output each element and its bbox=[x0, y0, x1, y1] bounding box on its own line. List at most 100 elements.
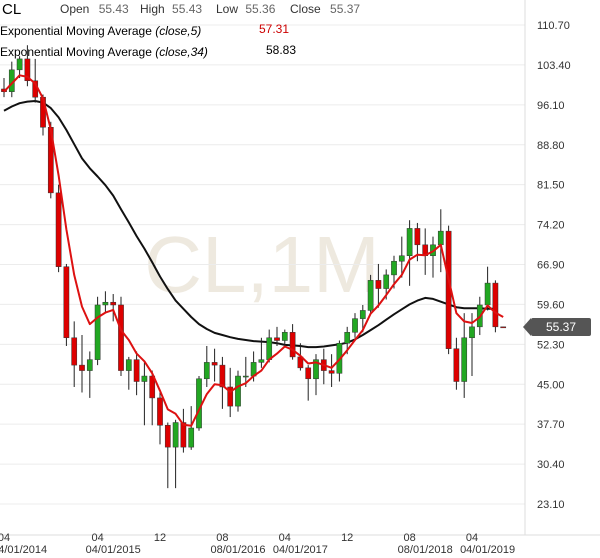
candle-body bbox=[289, 332, 296, 358]
candle-body bbox=[118, 304, 124, 371]
candle-body bbox=[24, 58, 31, 82]
x-tick-label: 04/01/2017 bbox=[273, 544, 328, 556]
x-tick-label: 08 bbox=[403, 532, 415, 544]
candle bbox=[258, 337, 265, 368]
candle bbox=[398, 236, 405, 278]
candle-body bbox=[414, 228, 421, 246]
x-tick-label: 04 bbox=[91, 532, 103, 544]
candle-body bbox=[180, 422, 187, 448]
candle bbox=[203, 345, 210, 387]
candle-body bbox=[71, 337, 78, 366]
y-tick-label: 110.70 bbox=[537, 20, 570, 32]
candle bbox=[422, 228, 429, 275]
candle-body bbox=[172, 422, 179, 448]
candle-body bbox=[102, 301, 109, 306]
x-tick-label: 12 bbox=[154, 532, 166, 544]
candle-body bbox=[281, 332, 288, 341]
current-price-tag: 55.37 bbox=[523, 318, 591, 336]
candle bbox=[313, 354, 319, 396]
y-tick-label: 66.90 bbox=[537, 260, 565, 272]
y-tick-label: 74.20 bbox=[537, 220, 565, 232]
candle bbox=[375, 263, 382, 308]
ohlc-close: Close 55.37 bbox=[290, 2, 360, 16]
candle bbox=[274, 326, 280, 346]
candle bbox=[55, 184, 62, 273]
open-label: Open bbox=[60, 2, 90, 16]
candle-body bbox=[461, 337, 468, 382]
candle bbox=[133, 351, 140, 396]
candle bbox=[125, 356, 132, 390]
candle bbox=[359, 304, 366, 333]
candle-body bbox=[110, 301, 117, 306]
candle-body bbox=[133, 359, 140, 382]
y-tick-label: 23.10 bbox=[537, 499, 565, 511]
candle bbox=[149, 370, 156, 426]
candle bbox=[110, 294, 117, 322]
candle-body bbox=[352, 318, 358, 333]
candle-body bbox=[437, 230, 444, 246]
candles bbox=[1, 45, 507, 489]
candle bbox=[157, 389, 163, 445]
x-tick-label: 04 bbox=[279, 532, 291, 544]
candle bbox=[71, 321, 78, 387]
low-value: 55.36 bbox=[245, 2, 276, 16]
candle bbox=[367, 274, 374, 314]
candle bbox=[164, 422, 171, 489]
candle-body bbox=[227, 386, 234, 407]
candle bbox=[492, 280, 499, 333]
ema34-series bbox=[3, 100, 496, 349]
candle bbox=[219, 356, 226, 409]
candle-body bbox=[500, 326, 507, 329]
ema34-line bbox=[3, 100, 496, 349]
candle bbox=[211, 348, 218, 382]
candle-body bbox=[203, 362, 210, 380]
candle bbox=[305, 365, 312, 401]
ema5-legend-args: (close,5) bbox=[155, 24, 202, 38]
ema5-value: 57.31 bbox=[259, 22, 290, 36]
x-tick-label: 04/01/2015 bbox=[86, 544, 141, 556]
ema5-legend-label: Exponential Moving Average bbox=[0, 24, 156, 38]
candle bbox=[328, 354, 335, 387]
candle-body bbox=[328, 370, 335, 374]
candle-body bbox=[94, 304, 101, 360]
candle bbox=[437, 209, 444, 273]
candle bbox=[453, 337, 460, 390]
candle bbox=[188, 406, 195, 450]
candle-body bbox=[492, 282, 499, 328]
candle-body bbox=[375, 280, 382, 289]
candle-body bbox=[63, 266, 70, 339]
candle-body bbox=[157, 397, 163, 426]
candle bbox=[94, 296, 101, 366]
candle bbox=[430, 236, 436, 278]
ema5-legend[interactable]: Exponential Moving Average (close,5) bbox=[0, 24, 201, 38]
candle bbox=[1, 78, 7, 98]
y-axis: 110.70 103.40 96.10 88.80 81.50 74.20 66.90 59.… bbox=[537, 20, 571, 511]
candle-body bbox=[211, 362, 218, 366]
y-tick-label: 96.10 bbox=[537, 100, 565, 112]
candle bbox=[281, 329, 288, 346]
candle-body bbox=[398, 255, 405, 262]
candle bbox=[8, 61, 15, 98]
ohlc-open: Open 55.43 bbox=[60, 2, 129, 16]
x-tick-label: 04 bbox=[466, 532, 478, 544]
candle bbox=[63, 263, 70, 346]
ema34-legend[interactable]: Exponential Moving Average (close,34) bbox=[0, 45, 208, 59]
ohlc-high: High 55.43 bbox=[140, 2, 202, 16]
candle-body bbox=[391, 260, 397, 276]
symbol-label: CL bbox=[2, 1, 22, 18]
candle bbox=[289, 324, 296, 360]
candle bbox=[172, 419, 179, 489]
y-tick-label: 52.30 bbox=[537, 339, 565, 351]
x-tick-label: 08 bbox=[216, 532, 228, 544]
open-value: 55.43 bbox=[98, 2, 129, 16]
candle-body bbox=[86, 359, 93, 371]
candle bbox=[196, 376, 202, 431]
high-label: High bbox=[140, 2, 165, 16]
candle-body bbox=[274, 337, 280, 341]
high-value: 55.43 bbox=[172, 2, 203, 16]
candle bbox=[461, 313, 468, 398]
candle-body bbox=[55, 192, 62, 267]
candle-body bbox=[16, 58, 23, 71]
candle bbox=[102, 291, 109, 314]
